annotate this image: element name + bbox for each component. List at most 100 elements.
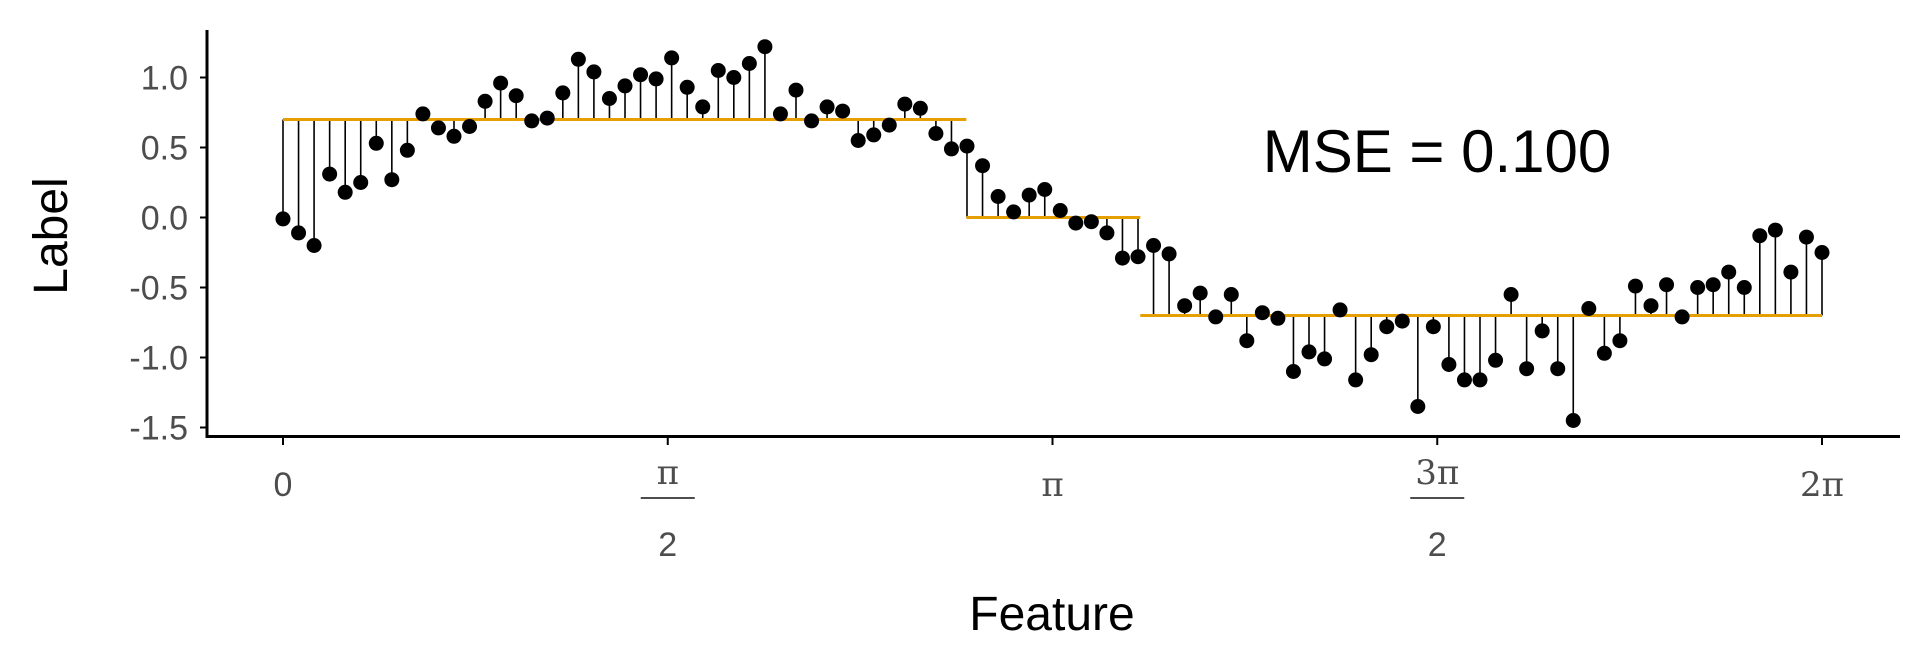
data-point (1721, 264, 1737, 280)
data-point (1052, 203, 1068, 218)
data-point (1332, 302, 1348, 318)
data-point (710, 63, 726, 78)
data-point (912, 100, 928, 116)
plot-marks (275, 39, 1830, 428)
data-point (679, 79, 695, 95)
data-point (1814, 245, 1830, 260)
data-point (617, 78, 633, 94)
data-point (943, 141, 959, 157)
data-point (446, 128, 462, 144)
data-point (601, 91, 617, 106)
data-point (695, 99, 711, 115)
data-point (959, 138, 975, 154)
y-axis-title: Label (25, 177, 78, 294)
data-point (1612, 333, 1628, 349)
data-point (555, 85, 571, 101)
data-point (1488, 352, 1504, 368)
data-point (835, 103, 851, 119)
data-point (1254, 305, 1270, 321)
data-point (1130, 249, 1146, 265)
data-point (772, 106, 788, 122)
data-point (1114, 250, 1130, 266)
data-point (508, 88, 524, 104)
data-point (1767, 222, 1783, 238)
data-point (384, 172, 400, 188)
data-point (539, 110, 555, 126)
data-point (928, 126, 944, 141)
data-point (1317, 351, 1333, 367)
y-tick-label: 0.5 (141, 130, 188, 168)
x-tick-denominator: 2 (1428, 526, 1447, 564)
data-point (850, 133, 866, 148)
data-point (368, 135, 384, 151)
data-point (1270, 310, 1286, 326)
data-point (1410, 399, 1426, 414)
x-tick-label: π (1041, 465, 1063, 505)
data-point (1285, 364, 1301, 379)
data-point (1068, 215, 1084, 231)
data-point (1565, 413, 1581, 428)
y-tick-label: -0.5 (129, 270, 188, 308)
data-point (1736, 280, 1752, 295)
data-point (1301, 344, 1317, 360)
x-axis-title: Feature (969, 588, 1134, 641)
data-point (1503, 287, 1519, 302)
data-point (1083, 214, 1099, 230)
data-point (1441, 357, 1457, 372)
data-point (1472, 372, 1488, 388)
data-point (1534, 323, 1550, 339)
data-point (1177, 298, 1193, 314)
data-point (493, 75, 509, 91)
x-tick-label: 0 (274, 466, 293, 504)
mse-annotation: MSE = 0.100 (1263, 118, 1612, 185)
data-point (430, 120, 446, 136)
data-point (524, 113, 540, 129)
data-point (633, 67, 649, 83)
data-point (291, 225, 307, 241)
data-point (881, 117, 897, 133)
data-point (1581, 301, 1597, 316)
data-point (1627, 278, 1643, 294)
data-point (322, 166, 338, 182)
data-point (1519, 361, 1535, 377)
data-point (866, 127, 882, 143)
data-point (1596, 345, 1612, 361)
x-tick-label: 2π (1800, 465, 1844, 505)
data-points (275, 39, 1830, 428)
x-tick-denominator: 2 (658, 526, 677, 564)
data-point (306, 238, 322, 253)
data-point (1690, 280, 1706, 295)
data-point (990, 189, 1006, 204)
data-point (1394, 313, 1410, 329)
data-point (1208, 309, 1224, 325)
data-point (1456, 372, 1472, 388)
data-point (1161, 246, 1177, 262)
data-point (1363, 347, 1379, 363)
data-point (1379, 319, 1395, 335)
data-point (1006, 204, 1022, 220)
data-point (462, 119, 478, 134)
data-point (1146, 238, 1162, 253)
data-point (804, 113, 820, 129)
data-point (415, 106, 431, 122)
y-tick-label: 1.0 (141, 60, 188, 98)
data-point (648, 71, 664, 87)
data-point (1099, 225, 1115, 241)
data-point (337, 184, 353, 200)
data-point (1223, 287, 1239, 302)
data-point (897, 96, 913, 112)
data-point (1037, 182, 1053, 197)
data-point (788, 82, 804, 98)
data-point (757, 39, 773, 55)
data-point (741, 56, 757, 71)
data-point (399, 142, 415, 158)
data-point (275, 211, 291, 227)
data-point (1783, 264, 1799, 280)
fitted-step-function (283, 118, 1822, 317)
data-point (1550, 361, 1566, 377)
x-tick-numerator: 3π (1415, 453, 1459, 493)
axes (205, 30, 1900, 438)
y-ticks: 1.0 0.5 0.0 -0.5 -1.0 -1.5 (129, 60, 207, 448)
